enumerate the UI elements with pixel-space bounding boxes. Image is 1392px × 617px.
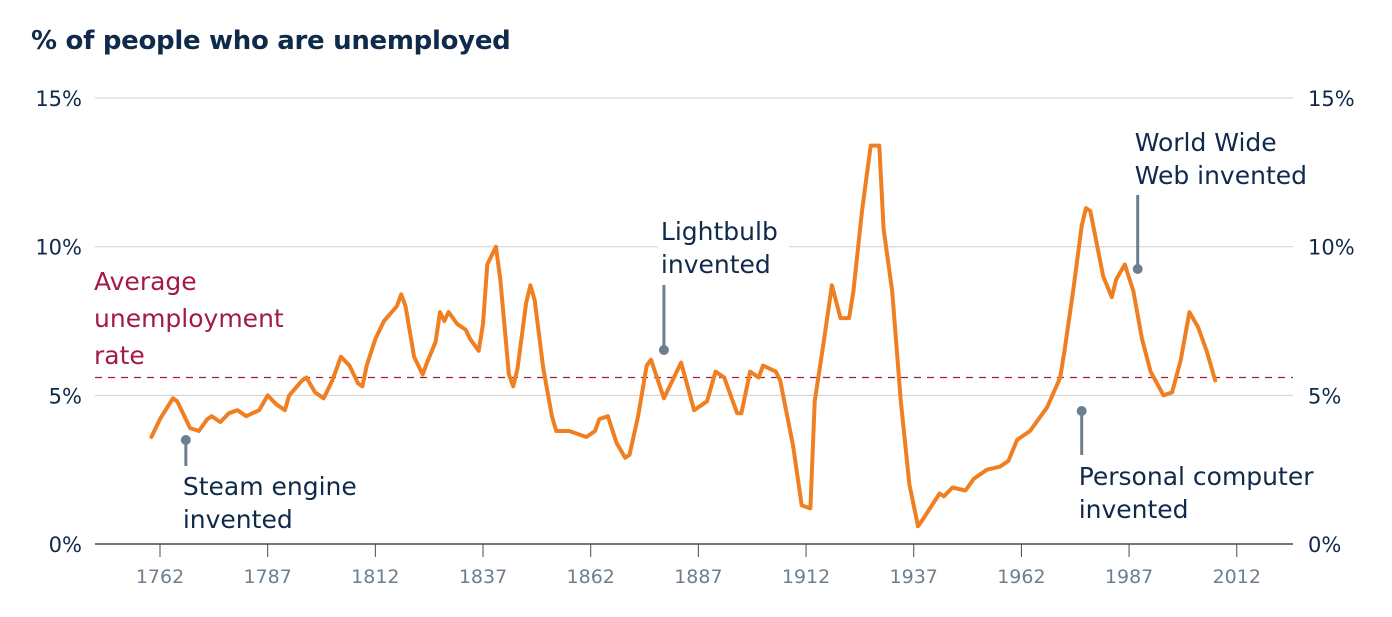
- average-label-line: unemployment: [94, 304, 284, 333]
- x-tick-label: 1862: [567, 566, 615, 588]
- annotation-label: invented: [661, 250, 771, 279]
- y-tick-label-left: 15%: [35, 87, 82, 111]
- annotation-bg: [1131, 125, 1303, 197]
- annotation-label: invented: [183, 505, 293, 534]
- chart-title: % of people who are unemployed: [31, 26, 511, 56]
- annotation-label: Web invented: [1135, 161, 1307, 190]
- annotation-label: Lightbulb: [661, 217, 778, 246]
- annotation-dot: [1132, 264, 1143, 274]
- x-tick-label: 1787: [243, 566, 291, 588]
- annotation-bg: [179, 469, 351, 541]
- average-label-line: Average: [94, 267, 197, 296]
- y-axis-right: 15% 10% 5% 0%: [1308, 87, 1355, 557]
- annotation-dot: [1076, 406, 1087, 416]
- annotation-label: World Wide: [1135, 128, 1277, 157]
- annotation-bg: [1075, 459, 1313, 531]
- annotation-label: Personal computer: [1079, 462, 1315, 491]
- y-tick-label-left: 0%: [49, 533, 82, 557]
- y-tick-label-right: 15%: [1308, 87, 1355, 111]
- annotation-bg: [657, 214, 789, 286]
- annotation-steam: Steam engine invented: [179, 435, 357, 541]
- x-tick-label: 2012: [1213, 566, 1261, 588]
- x-tick-label: 1812: [351, 566, 399, 588]
- y-tick-label-left: 5%: [49, 384, 82, 408]
- annotation-label: invented: [1079, 495, 1189, 524]
- x-tick-label: 1937: [890, 566, 938, 588]
- average-label: Average unemployment rate: [94, 267, 284, 370]
- y-tick-label-right: 0%: [1308, 533, 1341, 557]
- annotation-dot: [180, 435, 191, 445]
- x-tick-label: 1987: [1105, 566, 1153, 588]
- x-tick-label: 1762: [136, 566, 184, 588]
- y-axis-left: 15% 10% 5% 0%: [35, 87, 82, 557]
- annotation-www: World Wide Web invented: [1131, 125, 1307, 274]
- y-tick-label-left: 10%: [35, 236, 82, 260]
- x-axis: 1762 1787 1812 1837 1862 1887 1912 1937 1962 1987…: [136, 544, 1261, 588]
- x-tick-label: 1887: [674, 566, 722, 588]
- unemployment-line: [149, 143, 1218, 529]
- y-tick-label-right: 10%: [1308, 236, 1355, 260]
- x-tick-label: 1912: [782, 566, 830, 588]
- annotation-pc: Personal computer invented: [1075, 406, 1315, 531]
- y-tick-label-right: 5%: [1308, 384, 1341, 408]
- annotations: Steam engineinventedLightbulbinventedPer…: [179, 125, 1315, 541]
- annotation-dot: [658, 345, 669, 355]
- x-tick-label: 1962: [997, 566, 1045, 588]
- average-label-line: rate: [94, 341, 145, 370]
- annotation-label: Steam engine: [183, 472, 357, 501]
- annotation-lightbulb: Lightbulb invented: [657, 214, 789, 355]
- x-tick-label: 1837: [459, 566, 507, 588]
